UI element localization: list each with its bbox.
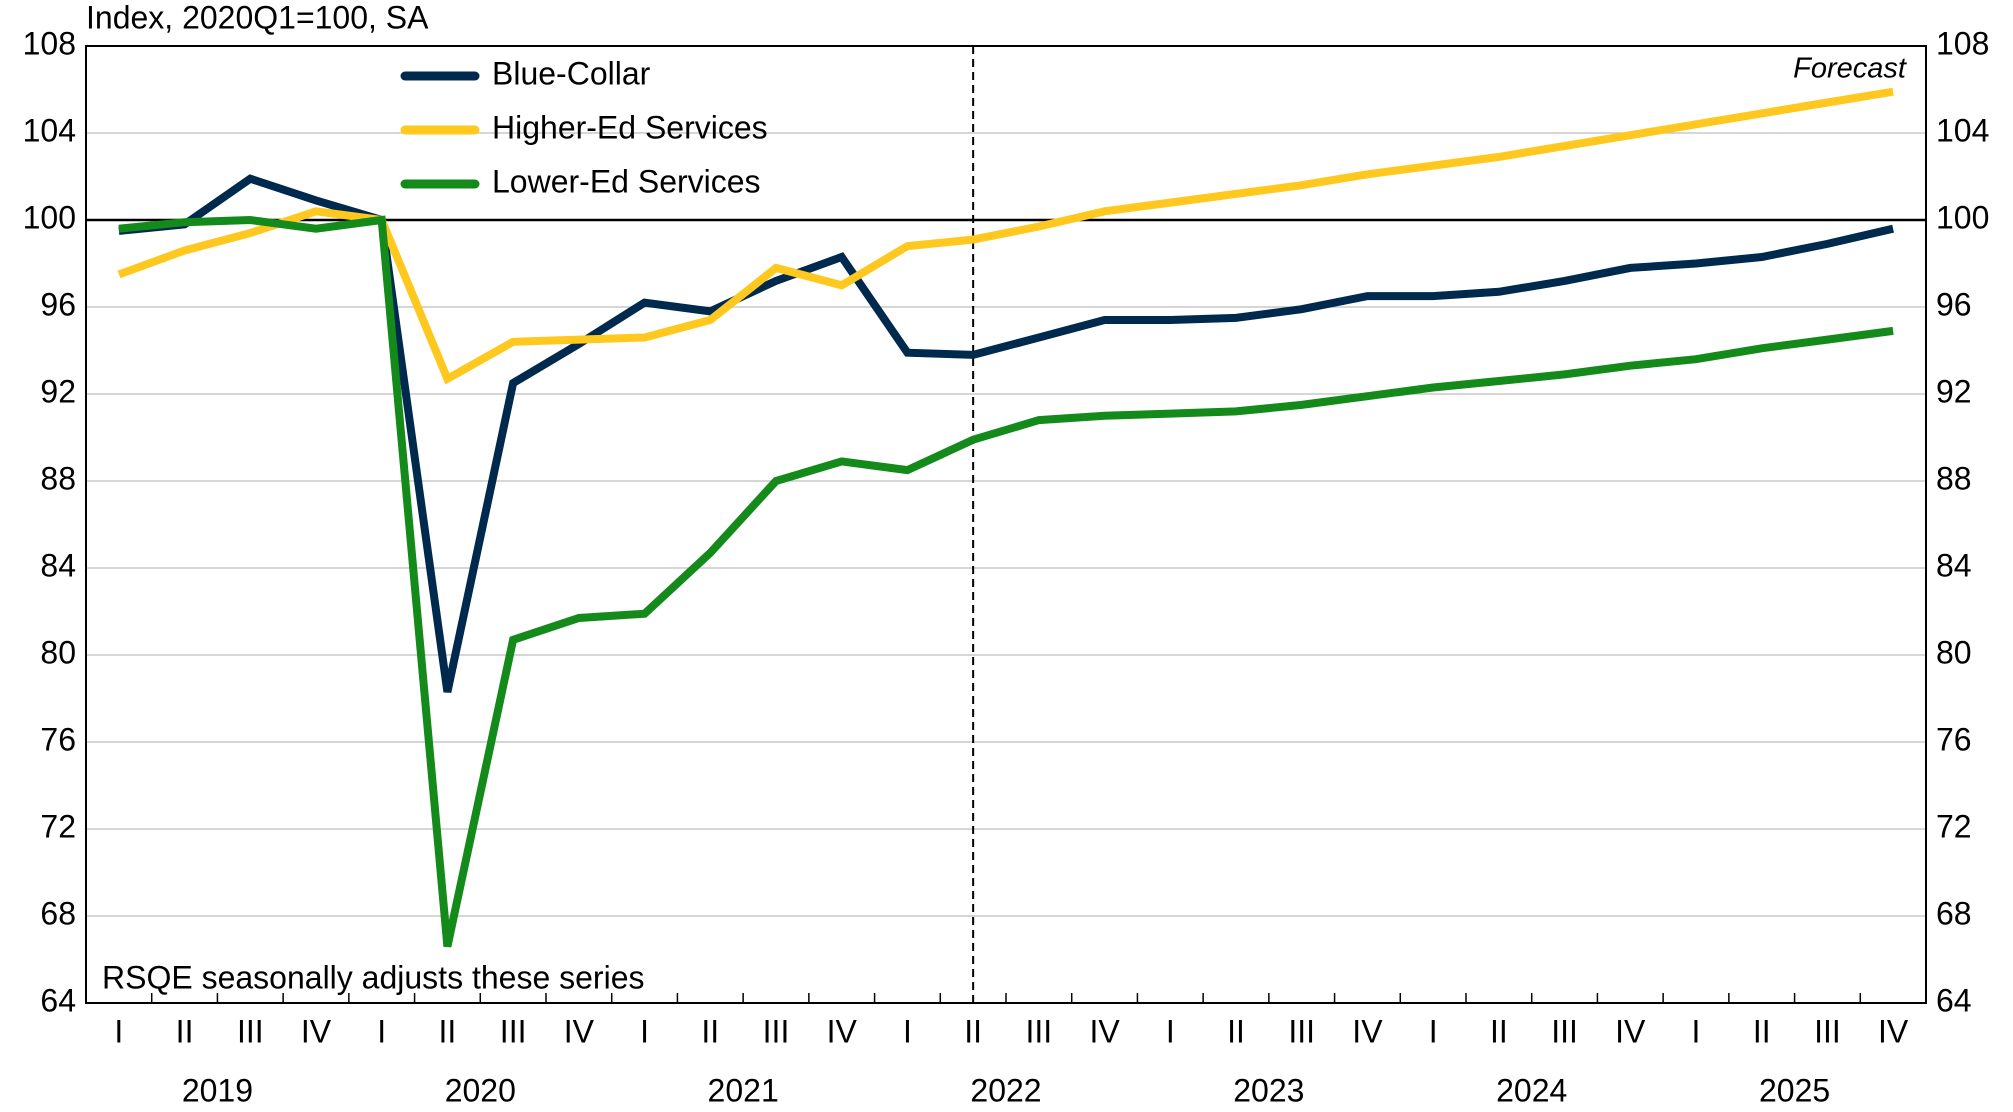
year-label: 2020 [445,1072,516,1108]
series-line [118,215,1894,948]
x-tick-label: IV [301,1013,332,1049]
x-tick-label: III [763,1013,790,1049]
y2-tick-label: 76 [1936,721,1972,757]
year-label: 2023 [1233,1072,1304,1108]
y-tick-label: 100 [23,199,76,235]
year-label: 2021 [708,1072,779,1108]
y2-tick-label: 72 [1936,808,1972,844]
series-line [118,174,1895,693]
y-tick-label: 76 [40,721,76,757]
x-tick-label: IV [1089,1013,1120,1049]
x-tick-label: IV [1352,1013,1383,1049]
note: RSQE seasonally adjusts these series [102,959,644,995]
legend-label: Higher-Ed Services [492,109,768,145]
y2-tick-label: 68 [1936,895,1972,931]
year-label: 2024 [1496,1072,1567,1108]
year-label: 2022 [970,1072,1041,1108]
x-tick-label: III [1814,1013,1841,1049]
x-tick-label: II [439,1013,457,1049]
x-tick-label: III [237,1013,264,1049]
x-tick-label: II [1490,1013,1508,1049]
y-tick-label: 72 [40,808,76,844]
y2-tick-label: 96 [1936,286,1972,322]
year-label: 2025 [1759,1072,1830,1108]
x-tick-label: III [1026,1013,1053,1049]
forecast-label: Forecast [1793,53,1908,85]
x-tick-label: I [1692,1013,1701,1049]
y-tick-label: 92 [40,373,76,409]
y-tick-label: 80 [40,634,76,670]
y2-tick-label: 108 [1936,25,1989,61]
x-tick-label: I [114,1013,123,1049]
x-tick-label: I [1166,1013,1175,1049]
x-tick-label: I [377,1013,386,1049]
x-tick-label: II [1753,1013,1771,1049]
y-tick-label: 88 [40,460,76,496]
series-line [117,87,1894,385]
x-tick-label: I [640,1013,649,1049]
x-tick-label: II [176,1013,194,1049]
y2-tick-label: 84 [1936,547,1972,583]
x-tick-label: III [500,1013,527,1049]
y-tick-label: 84 [40,547,76,583]
x-tick-label: II [701,1013,719,1049]
x-tick-label: III [1551,1013,1578,1049]
legend-label: Lower-Ed Services [492,163,761,199]
year-label: 2019 [182,1072,253,1108]
legend-label: Blue-Collar [492,55,651,91]
x-tick-label: IV [1615,1013,1646,1049]
plot-frame [85,45,1927,1004]
y2-tick-label: 92 [1936,373,1972,409]
y-tick-label: 104 [23,112,76,148]
y2-tick-label: 104 [1936,112,1989,148]
y-tick-label: 96 [40,286,76,322]
y2-tick-label: 64 [1936,982,1972,1018]
x-tick-label: IV [827,1013,858,1049]
x-tick-label: I [1429,1013,1438,1049]
y-tick-label: 68 [40,895,76,931]
y-tick-label: 108 [23,25,76,61]
x-tick-label: IV [564,1013,595,1049]
x-tick-label: II [964,1013,982,1049]
x-tick-label: II [1227,1013,1245,1049]
y-tick-label: 64 [40,982,76,1018]
y2-tick-label: 88 [1936,460,1972,496]
x-tick-label: I [903,1013,912,1049]
x-tick-label: III [1288,1013,1315,1049]
y2-tick-label: 100 [1936,199,1989,235]
y2-tick-label: 80 [1936,634,1972,670]
x-tick-label: IV [1878,1013,1909,1049]
axis-label: Index, 2020Q1=100, SA [86,0,429,35]
